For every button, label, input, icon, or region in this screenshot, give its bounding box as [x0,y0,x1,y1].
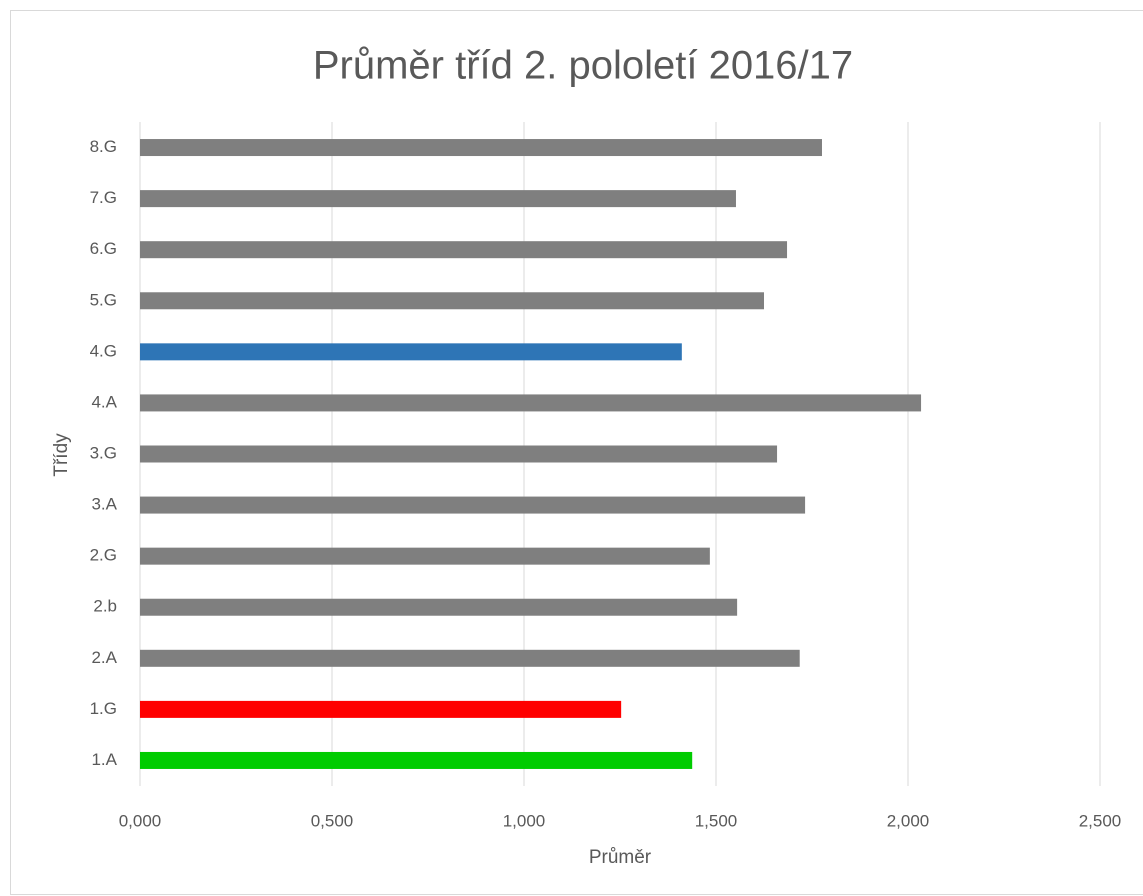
y-tick-label: 4.G [90,341,117,360]
y-tick-label: 3.G [90,443,117,462]
x-tick-label: 2,000 [887,811,930,830]
bar [140,700,622,718]
y-tick-label: 8.G [90,137,117,156]
y-tick-label: 1.G [90,699,117,718]
x-tick-label: 0,000 [119,811,162,830]
y-tick-label: 5.G [90,290,117,309]
chart-title: Průměr tříd 2. pololetí 2016/17 [313,44,853,88]
y-tick-label: 6.G [90,239,117,258]
bar [140,598,738,616]
y-tick-label: 2.G [90,546,117,565]
y-tick-label: 3.A [91,495,117,514]
x-tick-label: 0,500 [311,811,354,830]
bar [140,445,778,463]
x-axis-label: Průměr [589,847,652,868]
x-tick-label: 1,000 [503,811,546,830]
y-tick-label: 2.b [93,597,117,616]
bar [140,496,806,514]
bar [140,751,693,769]
bar [140,547,710,565]
bar [140,190,736,208]
bar [140,394,922,412]
y-tick-label: 2.A [91,648,117,667]
y-axis-label: Třídy [51,433,72,477]
y-tick-label: 7.G [90,188,117,207]
x-tick-label: 2,500 [1079,811,1122,830]
bar [140,241,788,259]
x-tick-label: 1,500 [695,811,738,830]
bar [140,649,800,667]
bar [140,292,764,310]
bar [140,343,682,361]
y-tick-label: 4.A [91,392,117,411]
y-tick-label: 1.A [91,750,117,769]
bar [140,139,822,157]
